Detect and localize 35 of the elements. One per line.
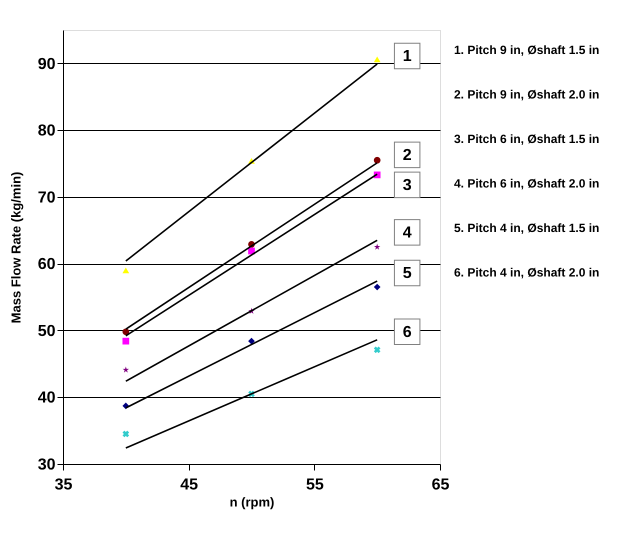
y-tick-label: 80 [38, 122, 56, 140]
text: 3. Pitch 6 in, Øshaft 1.5 in [454, 132, 600, 146]
text: 4. Pitch 6 in, Øshaft 2.0 in [454, 176, 600, 190]
series-label: 1 [402, 48, 412, 66]
series-label: 5 [402, 265, 412, 282]
y-axis-title: Mass Flow Rate (kg/min) [8, 172, 24, 324]
y-tick-label: 30 [38, 456, 56, 474]
series-label: 3 [402, 176, 412, 194]
text: 6. Pitch 4 in, Øshaft 2.0 in [454, 266, 600, 280]
text: 1. Pitch 9 in, Øshaft 1.5 in [454, 43, 600, 57]
series-label: 6 [402, 324, 412, 341]
y-tick-label: 90 [38, 56, 56, 73]
x-axis-title: n (rpm) [230, 494, 274, 510]
point [248, 338, 255, 344]
x-tick-label: 65 [432, 476, 450, 494]
y-tick-label: 50 [38, 322, 56, 340]
point [374, 346, 380, 354]
y-tick-label: 40 [38, 390, 56, 407]
point [122, 366, 130, 373]
text: 5. Pitch 4 in, Øshaft 1.5 in [454, 221, 600, 235]
text: 2. Pitch 9 in, Øshaft 2.0 in [454, 88, 600, 102]
series-label: 2 [402, 146, 412, 164]
point [374, 156, 381, 164]
point [374, 56, 381, 62]
x-tick-label: 55 [306, 476, 324, 494]
x-tick-label: 45 [180, 476, 198, 494]
point [122, 267, 130, 274]
point [374, 244, 380, 250]
y-tick-label: 70 [38, 189, 56, 206]
y-tick-label: 60 [38, 256, 56, 274]
point [374, 284, 381, 290]
series-label: 4 [402, 224, 412, 242]
point [122, 430, 130, 438]
point [122, 338, 130, 344]
x-tick-label: 35 [54, 476, 72, 494]
